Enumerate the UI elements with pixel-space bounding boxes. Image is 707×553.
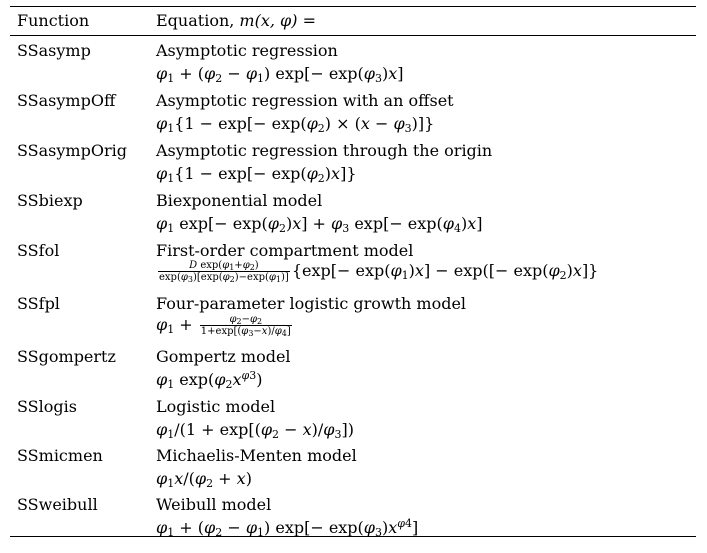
function-name: SSgompertz bbox=[17, 347, 116, 366]
header-equation: Equation, m(x, φ) = bbox=[156, 11, 316, 30]
function-description: Asymptotic regression with an offset bbox=[156, 91, 454, 110]
function-equation: φ1 exp[− exp(φ2)x] + φ3 exp[− exp(φ4)x] bbox=[156, 214, 483, 235]
function-equation: φ1{1 − exp[− exp(φ2)x]} bbox=[156, 164, 357, 185]
function-name: SSasympOrig bbox=[17, 141, 127, 160]
table-top-rule bbox=[10, 6, 696, 7]
function-description: Logistic model bbox=[156, 397, 276, 416]
table-row: SSasympOff Asymptotic regression with an… bbox=[10, 87, 696, 137]
table-row: SSlogis Logistic model φ1/(1 + exp[(φ2 −… bbox=[10, 393, 696, 443]
table-header: Function Equation, m(x, φ) = bbox=[10, 11, 696, 33]
function-name: SSlogis bbox=[17, 397, 77, 416]
table-row: SSasymp Asymptotic regression φ1 + (φ2 −… bbox=[10, 37, 696, 87]
table-row: SSasympOrig Asymptotic regression throug… bbox=[10, 137, 696, 187]
table-row: SSfol First-order compartment model D ex… bbox=[10, 237, 696, 287]
function-equation: φ1{1 − exp[− exp(φ2) × (x − φ3)]} bbox=[156, 114, 435, 135]
function-description: Asymptotic regression through the origin bbox=[156, 141, 493, 160]
table-row: SSbiexp Biexponential model φ1 exp[− exp… bbox=[10, 187, 696, 237]
function-description: Asymptotic regression bbox=[156, 41, 338, 60]
function-name: SSfol bbox=[17, 241, 60, 260]
function-equation: D exp(φ1+φ2) exp(φ3)[exp(φ2)−exp(φ1)] {exp… bbox=[158, 260, 599, 284]
table-row: SSweibull Weibull model φ1 + (φ2 − φ1) e… bbox=[10, 491, 696, 541]
function-equation: φ1 + φ2−φ2 1+exp[(φ3−x)/φ4] bbox=[156, 314, 292, 338]
table-row: SSmicmen Michaelis-Menten model φ1x/(φ2 … bbox=[10, 442, 696, 492]
function-equation: φ1 exp(φ2xφ3) bbox=[156, 369, 263, 391]
table-row: SSfpl Four-parameter logistic growth mod… bbox=[10, 290, 696, 340]
function-equation: φ1 + (φ2 − φ1) exp[− exp(φ3)xφ4] bbox=[156, 517, 419, 539]
function-name: SSfpl bbox=[17, 294, 60, 313]
function-description: Weibull model bbox=[156, 495, 272, 514]
function-description: First-order compartment model bbox=[156, 241, 414, 260]
table-header-rule bbox=[10, 35, 696, 36]
function-equation: φ1x/(φ2 + x) bbox=[156, 469, 252, 490]
function-name: SSasymp bbox=[17, 41, 91, 60]
function-equation: φ1/(1 + exp[(φ2 − x)/φ3]) bbox=[156, 420, 354, 441]
function-description: Biexponential model bbox=[156, 191, 323, 210]
function-description: Four-parameter logistic growth model bbox=[156, 294, 467, 313]
function-name: SSweibull bbox=[17, 495, 98, 514]
function-description: Gompertz model bbox=[156, 347, 291, 366]
function-name: SSbiexp bbox=[17, 191, 83, 210]
function-name: SSasympOff bbox=[17, 91, 116, 110]
header-function: Function bbox=[17, 11, 90, 30]
function-name: SSmicmen bbox=[17, 446, 103, 465]
table-bottom-rule bbox=[10, 536, 696, 537]
function-equation: φ1 + (φ2 − φ1) exp[− exp(φ3)x] bbox=[156, 64, 404, 85]
table-row: SSgompertz Gompertz model φ1 exp(φ2xφ3) bbox=[10, 343, 696, 393]
function-description: Michaelis-Menten model bbox=[156, 446, 357, 465]
